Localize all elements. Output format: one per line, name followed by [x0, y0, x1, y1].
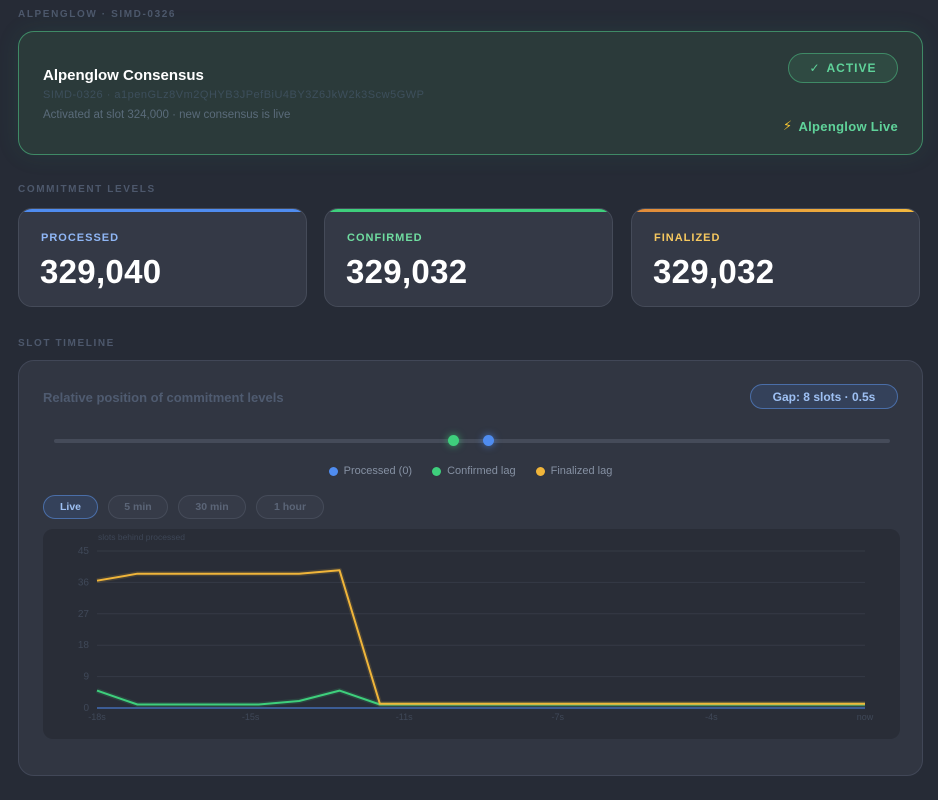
y-tick-label: 9	[83, 672, 89, 683]
section-label-timeline: SLOT TIMELINE	[18, 338, 115, 349]
legend-item-processed: Processed (0)	[328, 465, 413, 477]
feature-title: Alpenglow Consensus	[43, 67, 204, 84]
feature-subtitle: Activated at slot 324,000 · new consensu…	[43, 109, 291, 121]
slot-timeline-card: Relative position of commitment levels G…	[18, 360, 923, 776]
checkmark-icon: ✓	[809, 61, 821, 75]
commitment-value: 329,032	[346, 253, 468, 290]
feature-hash: SIMD-0326 · a1penGLz8Vm2QHYB3JPefBiU4BY3…	[43, 89, 425, 101]
commitment-label: PROCESSED	[41, 232, 120, 244]
confirmed-marker	[448, 435, 459, 446]
lag-chart: slots behind processed 0 9 18 27 36 45 -18s -15…	[43, 529, 900, 739]
x-tick-label: -18s	[88, 712, 106, 722]
commitment-label: CONFIRMED	[347, 232, 423, 244]
x-tick-label: -15s	[242, 712, 260, 722]
alpenglow-live-indicator: ⚡ Alpenglow Live	[783, 118, 898, 134]
section-label-alpenglow: ALPENGLOW · SIMD-0326	[18, 9, 177, 20]
y-tick-label: 45	[78, 546, 90, 557]
live-label: Alpenglow Live	[798, 118, 898, 134]
legend-swatch	[328, 466, 338, 476]
x-tick-label: -7s	[552, 712, 565, 722]
time-range-tabs: Live 5 min 30 min 1 hour	[43, 495, 324, 519]
legend-label: Processed (0)	[343, 465, 413, 477]
legend-label: Finalized lag	[550, 465, 613, 477]
x-tick-label: now	[857, 712, 874, 722]
commitment-label: FINALIZED	[654, 232, 721, 244]
active-status-badge: ✓ ACTIVE	[788, 53, 898, 83]
legend-swatch	[535, 466, 545, 476]
lag-chart-svg: 0 9 18 27 36 45 -18s -15s -11s -7s -4s now	[78, 546, 874, 722]
commitment-card-finalized: FINALIZED 329,032	[631, 208, 920, 307]
processed-marker	[483, 435, 494, 446]
commitment-value: 329,032	[653, 253, 775, 290]
x-tick-label: -4s	[705, 712, 718, 722]
legend-swatch	[432, 466, 442, 476]
y-tick-label: 0	[83, 703, 89, 714]
tab-1-hour[interactable]: 1 hour	[256, 495, 324, 519]
status-label: ACTIVE	[826, 61, 877, 75]
commitment-value: 329,040	[40, 253, 162, 290]
card-accent-bar	[632, 209, 919, 212]
timeline-heading: Relative position of commitment levels	[43, 390, 284, 405]
tab-5-min[interactable]: 5 min	[108, 495, 168, 519]
gap-badge: Gap: 8 slots · 0.5s	[750, 384, 898, 409]
alpenglow-feature-card: Alpenglow Consensus SIMD-0326 · a1penGLz…	[18, 31, 923, 155]
commitment-track	[54, 439, 890, 443]
series-line-finalized	[96, 569, 865, 705]
card-accent-bar	[325, 209, 612, 212]
tab-30-min[interactable]: 30 min	[178, 495, 246, 519]
chart-legend: Processed (0) Confirmed lag Finalized la…	[19, 465, 922, 477]
legend-label: Confirmed lag	[447, 465, 516, 477]
legend-item-finalized: Finalized lag	[535, 465, 613, 477]
y-tick-label: 27	[78, 609, 90, 620]
series-glow-finalized	[96, 567, 865, 707]
chart-y-axis-label: slots behind processed	[98, 532, 185, 542]
legend-item-confirmed: Confirmed lag	[432, 465, 516, 477]
card-accent-bar	[19, 209, 306, 212]
tab-live[interactable]: Live	[43, 495, 98, 519]
y-tick-label: 18	[78, 640, 90, 651]
commitment-card-processed: PROCESSED 329,040	[18, 208, 307, 307]
x-tick-label: -11s	[396, 712, 413, 722]
section-label-commitment: COMMITMENT LEVELS	[18, 184, 156, 195]
commitment-card-confirmed: CONFIRMED 329,032	[324, 208, 613, 307]
lightning-icon: ⚡	[783, 118, 793, 133]
y-tick-label: 36	[78, 577, 90, 588]
